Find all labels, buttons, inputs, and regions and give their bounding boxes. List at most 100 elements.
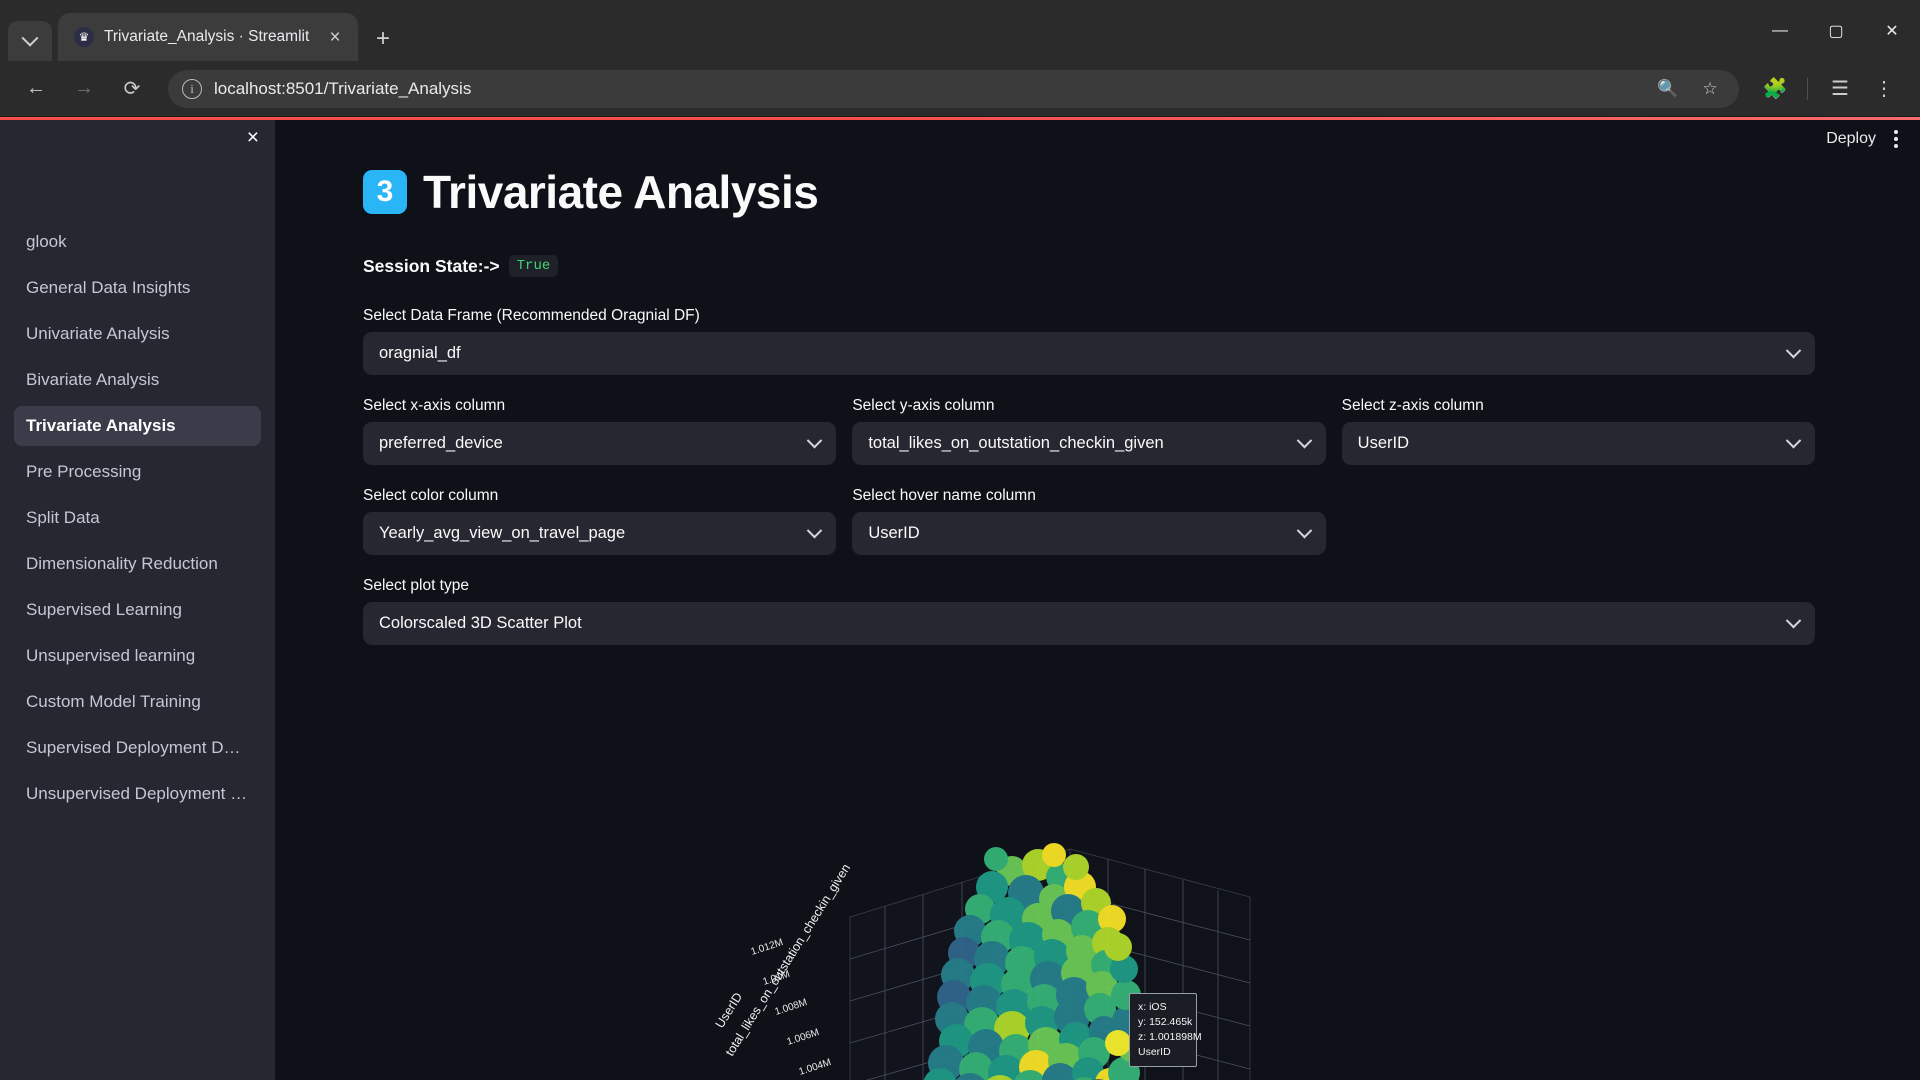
spacer-cell: [1342, 487, 1815, 555]
tooltip-z: z: 1.001898M: [1138, 1030, 1202, 1043]
sidebar-item-label: Custom Model Training: [26, 692, 201, 711]
sidebar-item-label: Bivariate Analysis: [26, 370, 160, 389]
new-tab-icon[interactable]: +: [376, 25, 391, 52]
chevron-down-icon: [1785, 432, 1802, 449]
window-close-icon[interactable]: ✕: [1885, 22, 1899, 40]
session-state-value: True: [508, 255, 559, 277]
star-icon[interactable]: ☆: [1702, 78, 1718, 98]
chevron-down-icon: [21, 29, 39, 47]
sidebar-item-label: Supervised Learning: [26, 600, 182, 619]
tab-strip: ♛ Trivariate_Analysis · Streamlit × + — …: [0, 0, 1920, 61]
sidebar-item-label: Dimensionality Reduction: [26, 554, 218, 573]
app-header-actions: Deploy: [1826, 117, 1898, 161]
session-state-label: Session State:->: [363, 255, 500, 276]
sidebar-item-custom-model-training[interactable]: Custom Model Training: [14, 682, 261, 722]
streamlit-crown-icon: ♛: [74, 27, 94, 47]
sidebar-item-supervised-deployment[interactable]: Supervised Deployment D…: [14, 728, 261, 768]
sidebar-item-split-data[interactable]: Split Data: [14, 498, 261, 538]
main-content: Deploy 3 Trivariate Analysis Session Sta…: [275, 117, 1920, 1080]
scatter-points: [923, 843, 1147, 1080]
hover-value: UserID: [868, 524, 920, 542]
site-info-icon[interactable]: i: [182, 78, 202, 99]
toolbar-divider: [1807, 77, 1808, 100]
puzzle-icon[interactable]: 🧩: [1762, 78, 1788, 100]
url-text: localhost:8501/Trivariate_Analysis: [214, 78, 472, 98]
page-body: 3 Trivariate Analysis Session State:-> T…: [275, 117, 1815, 645]
plot-canvas[interactable]: 1.012M 1.01M 1.008M 1.006M 1.004M 1.002M…: [640, 807, 1620, 1080]
color-hover-row: Select color column Yearly_avg_view_on_t…: [363, 487, 1815, 555]
sidebar-item-unsupervised-learning[interactable]: Unsupervised learning: [14, 636, 261, 676]
deploy-button[interactable]: Deploy: [1826, 130, 1876, 147]
x-axis-value: preferred_device: [379, 434, 503, 452]
tooltip-name: UserID: [1138, 1045, 1171, 1058]
plot-type-row: Select plot type Colorscaled 3D Scatter …: [363, 577, 1815, 645]
sidebar-item-label: glook: [26, 232, 67, 251]
z-axis-select[interactable]: UserID: [1341, 422, 1815, 465]
sidebar-item-label: Pre Processing: [26, 462, 142, 481]
color-select[interactable]: Yearly_avg_view_on_travel_page: [363, 512, 837, 555]
sidebar-item-pre-processing[interactable]: Pre Processing: [14, 452, 261, 492]
browser-toolbar: ← → ⟳ i localhost:8501/Trivariate_Analys…: [0, 61, 1920, 117]
y-axis-select[interactable]: total_likes_on_outstation_checkin_given: [852, 422, 1326, 465]
hover-select[interactable]: UserID: [852, 512, 1326, 555]
sidebar-close-icon[interactable]: ×: [246, 126, 259, 149]
axis-selectors-row: Select x-axis column preferred_device Se…: [363, 397, 1815, 465]
close-icon[interactable]: ×: [329, 26, 341, 48]
hovered-point[interactable]: [1105, 1030, 1131, 1056]
sidebar-item-label: Split Data: [26, 508, 100, 527]
sidebar-item-supervised-learning[interactable]: Supervised Learning: [14, 590, 261, 630]
session-state-row: Session State:-> True: [363, 255, 1815, 277]
tab-search-button[interactable]: [8, 21, 52, 61]
y-axis-value: total_likes_on_outstation_checkin_given: [868, 434, 1164, 452]
maximize-icon[interactable]: ▢: [1828, 22, 1844, 40]
chevron-down-icon: [1785, 612, 1802, 629]
dataframe-row: Select Data Frame (Recommended Oragnial …: [363, 307, 1815, 375]
search-plus-icon[interactable]: 🔍: [1657, 78, 1679, 98]
forward-icon[interactable]: →: [74, 77, 94, 99]
plot-type-value: Colorscaled 3D Scatter Plot: [379, 614, 582, 632]
x-axis-select[interactable]: preferred_device: [363, 422, 837, 465]
color-label: Select color column: [363, 487, 499, 504]
chevron-down-icon: [807, 522, 823, 539]
plot-type-select[interactable]: Colorscaled 3D Scatter Plot: [363, 602, 1815, 645]
reading-list-icon[interactable]: ☰: [1831, 78, 1849, 100]
step-number-badge: 3: [363, 170, 407, 214]
dataframe-select[interactable]: oragnial_df: [363, 332, 1815, 375]
sidebar-item-glook[interactable]: glook: [14, 222, 261, 262]
sidebar-item-label: Supervised Deployment D…: [26, 738, 241, 757]
y-axis-field: Select y-axis column total_likes_on_outs…: [852, 397, 1326, 465]
sidebar-nav: glook General Data Insights Univariate A…: [0, 117, 275, 814]
sidebar-item-bivariate-analysis[interactable]: Bivariate Analysis: [14, 360, 261, 400]
dataframe-value: oragnial_df: [379, 344, 461, 362]
z-tick: 1.004M: [798, 1057, 833, 1078]
x-axis-field: Select x-axis column preferred_device: [363, 397, 837, 465]
sidebar-item-trivariate-analysis[interactable]: Trivariate Analysis: [14, 406, 261, 446]
scatter-3d-plot[interactable]: 1.012M 1.01M 1.008M 1.006M 1.004M 1.002M…: [640, 807, 1620, 1080]
sidebar-item-label: Trivariate Analysis: [26, 416, 176, 435]
browser-tab[interactable]: ♛ Trivariate_Analysis · Streamlit ×: [58, 13, 358, 61]
minimize-icon[interactable]: —: [1772, 21, 1788, 39]
window-controls: — ▢ ✕: [1752, 0, 1920, 61]
sidebar-item-label: Unsupervised learning: [26, 646, 196, 665]
dataframe-field: Select Data Frame (Recommended Oragnial …: [363, 307, 1815, 375]
sidebar-item-general-data-insights[interactable]: General Data Insights: [14, 268, 261, 308]
z-axis-label: Select z-axis column: [1341, 397, 1484, 414]
kebab-menu-icon[interactable]: ⋮: [1874, 78, 1894, 100]
chevron-down-icon: [1296, 432, 1312, 449]
address-bar[interactable]: i localhost:8501/Trivariate_Analysis 🔍 ☆: [168, 69, 1739, 108]
app-menu-icon[interactable]: [1894, 127, 1898, 151]
dataframe-label: Select Data Frame (Recommended Oragnial …: [363, 307, 700, 324]
sidebar-item-univariate-analysis[interactable]: Univariate Analysis: [14, 314, 261, 354]
sidebar-item-label: Univariate Analysis: [26, 324, 170, 343]
x-axis-label: Select x-axis column: [363, 397, 506, 414]
sidebar-item-dimensionality-reduction[interactable]: Dimensionality Reduction: [14, 544, 261, 584]
z-axis-value: UserID: [1357, 434, 1409, 452]
sidebar-item-label: Unsupervised Deployment …: [26, 784, 248, 803]
z-tick: 1.006M: [786, 1027, 821, 1048]
sidebar-item-unsupervised-deployment[interactable]: Unsupervised Deployment …: [14, 774, 261, 814]
plot-type-field: Select plot type Colorscaled 3D Scatter …: [363, 577, 1815, 645]
z-axis-field: Select z-axis column UserID: [1341, 397, 1815, 465]
reload-icon[interactable]: ⟳: [123, 78, 141, 100]
toolbar-actions: 🧩 ☰ ⋮: [1755, 69, 1904, 109]
back-icon[interactable]: ←: [26, 77, 46, 99]
